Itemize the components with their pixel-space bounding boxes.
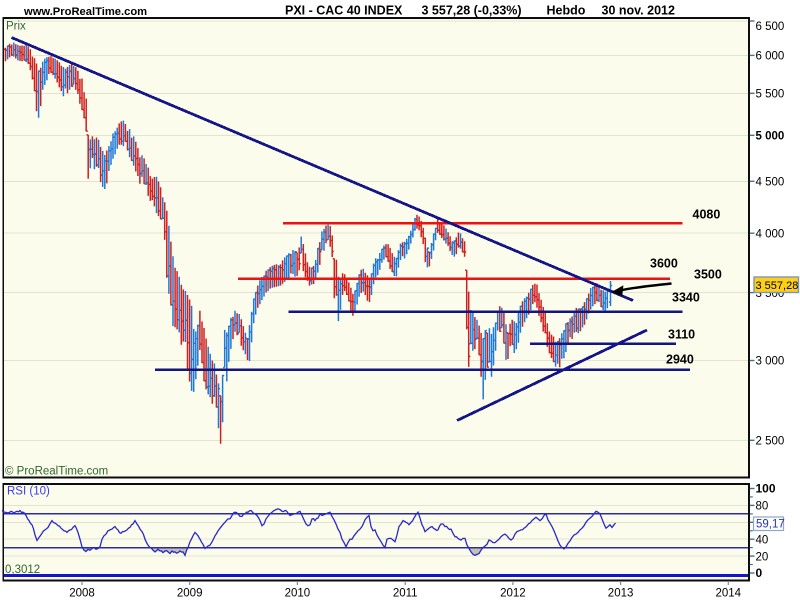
svg-text:5 000: 5 000 — [756, 131, 785, 143]
svg-text:4080: 4080 — [693, 208, 721, 222]
svg-text:3600: 3600 — [650, 257, 678, 271]
svg-text:RSI (10): RSI (10) — [7, 486, 50, 498]
svg-text:Prix: Prix — [6, 21, 26, 33]
svg-text:PXI - CAC 40 INDEX: PXI - CAC 40 INDEX — [285, 4, 403, 18]
svg-text:2009: 2009 — [177, 588, 203, 600]
svg-text:30 nov. 2012: 30 nov. 2012 — [602, 4, 675, 18]
svg-text:4 500: 4 500 — [756, 177, 785, 189]
svg-text:2940: 2940 — [666, 353, 694, 367]
svg-text:3340: 3340 — [672, 291, 700, 305]
svg-text:3 557,28 (-0,33%): 3 557,28 (-0,33%) — [422, 4, 522, 18]
svg-text:0: 0 — [756, 566, 763, 580]
svg-text:2010: 2010 — [285, 588, 311, 600]
svg-text:20: 20 — [756, 551, 769, 563]
svg-text:3110: 3110 — [668, 328, 695, 342]
svg-text:59,17: 59,17 — [756, 519, 785, 531]
svg-text:3 000: 3 000 — [756, 356, 785, 368]
svg-text:6 000: 6 000 — [756, 51, 785, 63]
svg-text:3 557,28: 3 557,28 — [756, 280, 799, 292]
svg-text:80: 80 — [756, 501, 769, 513]
svg-text:5 500: 5 500 — [756, 89, 785, 101]
svg-text:2013: 2013 — [608, 588, 634, 600]
svg-text:3500: 3500 — [694, 268, 722, 282]
svg-text:6 500: 6 500 — [756, 21, 785, 33]
svg-text:Hebdo: Hebdo — [547, 4, 586, 18]
svg-text:2 500: 2 500 — [756, 436, 785, 448]
svg-text:2008: 2008 — [69, 588, 95, 600]
svg-text:0,3012: 0,3012 — [5, 564, 40, 576]
svg-text:2011: 2011 — [393, 588, 418, 600]
svg-text:40: 40 — [756, 534, 769, 546]
svg-text:100: 100 — [756, 482, 776, 496]
svg-text:2014: 2014 — [716, 588, 742, 600]
svg-text:© ProRealTime.com: © ProRealTime.com — [5, 466, 108, 478]
svg-text:4 000: 4 000 — [756, 228, 785, 240]
svg-text:www.ProRealTime.com: www.ProRealTime.com — [23, 6, 147, 18]
svg-text:2012: 2012 — [500, 588, 526, 600]
